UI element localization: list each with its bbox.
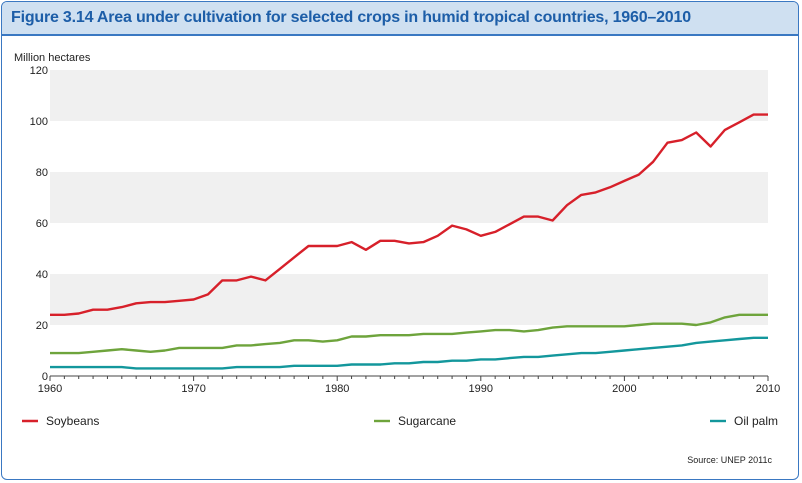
y-tick-label: 60 [36,218,48,230]
grid-band [50,70,768,121]
figure-title: Figure 3.14 Area under cultivation for s… [11,9,691,26]
grid-band [50,172,768,223]
series-line-soybeans [50,113,768,316]
x-tick-label: 1980 [325,383,349,395]
y-axis-unit-label: Million hectares [14,52,91,64]
x-tick-label: 2000 [612,383,636,395]
y-tick-label: 120 [30,65,48,77]
y-tick-label: 0 [42,371,48,383]
x-tick-label: 1990 [469,383,493,395]
grid-band [50,274,768,325]
title-bar: Figure 3.14 Area under cultivation for s… [2,2,798,36]
series-line-sugarcane [50,313,768,355]
source-note: Source: UNEP 2011c [687,455,772,465]
y-tick-label: 80 [36,167,48,179]
x-tick-label: 1960 [38,383,62,395]
legend-label-oil-palm: Oil palm [734,414,778,428]
x-tick-label: 2010 [756,383,780,395]
y-tick-label: 20 [36,320,48,332]
series-line-oil-palm [50,336,768,370]
legend-label-sugarcane: Sugarcane [398,414,456,428]
legend-label-soybeans: Soybeans [46,414,99,428]
x-tick-label: 1970 [181,383,205,395]
y-tick-label: 40 [36,269,48,281]
y-tick-label: 100 [30,116,48,128]
